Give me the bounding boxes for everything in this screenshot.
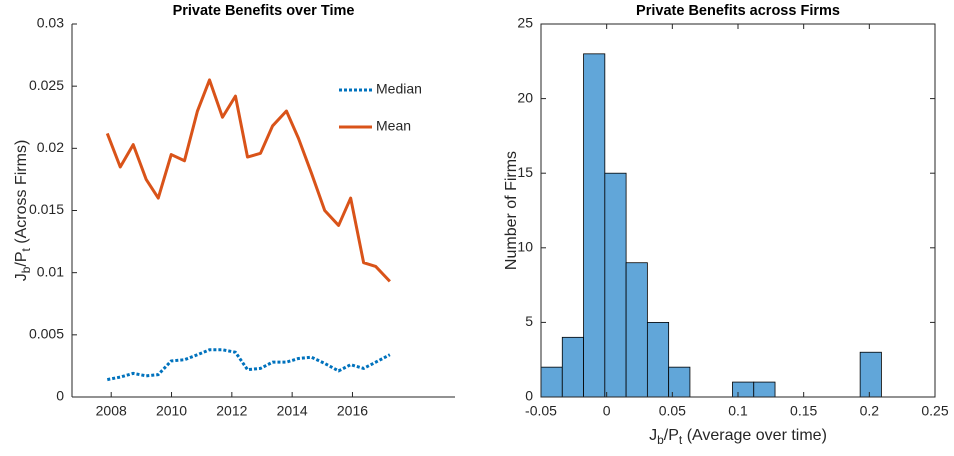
y-axis-label: Number of Firms xyxy=(503,151,520,270)
x-tick-label: 2016 xyxy=(337,403,368,419)
label-part: /P xyxy=(664,427,679,444)
y-tick-label: 0.005 xyxy=(29,326,64,342)
x-tick-label: -0.05 xyxy=(525,403,557,419)
histogram-bar xyxy=(583,53,606,398)
subscript: b xyxy=(19,266,33,273)
y-tick-label: 20 xyxy=(517,89,533,105)
histogram-bar xyxy=(732,381,755,398)
y-tick-label: 5 xyxy=(525,313,533,329)
x-tick-label: 0.15 xyxy=(790,403,817,419)
label-part: (Average over time) xyxy=(682,427,827,444)
x-tick-label: 0.25 xyxy=(921,403,948,419)
y-axis-label: Jb/Pt (Across Firms) xyxy=(13,140,33,282)
x-tick-label: 0 xyxy=(603,403,611,419)
histogram-bar xyxy=(859,351,882,398)
histogram-bar xyxy=(540,366,563,398)
y-tick-label: 0.03 xyxy=(37,15,64,31)
y-tick-label: 15 xyxy=(517,164,533,180)
label-part: J xyxy=(13,273,30,281)
histogram-bar xyxy=(753,381,776,398)
chart-title: Private Benefits across Firms xyxy=(636,3,840,19)
x-tick-label: 2010 xyxy=(156,403,187,419)
x-tick-label: 2014 xyxy=(277,403,308,419)
y-tick-label: 0.01 xyxy=(37,263,64,279)
legend-label: Median xyxy=(376,81,422,97)
subscript: t xyxy=(679,433,683,447)
x-tick-label: 2008 xyxy=(96,403,127,419)
y-tick-label: 0 xyxy=(56,388,64,404)
chart-title: Private Benefits over Time xyxy=(173,3,355,19)
subscript: t xyxy=(19,247,33,251)
x-tick-label: 0.1 xyxy=(728,403,748,419)
y-tick-label: 0 xyxy=(525,388,533,404)
label-part: J xyxy=(649,427,657,444)
x-axis-label: Jb/Pt (Average over time) xyxy=(649,427,827,447)
subscript: b xyxy=(657,433,664,447)
legend-label: Mean xyxy=(376,118,411,134)
x-tick-label: 0.2 xyxy=(860,403,880,419)
y-tick-label: 0.02 xyxy=(37,139,64,155)
y-tick-label: 0.015 xyxy=(29,201,64,217)
y-tick-label: 25 xyxy=(517,15,533,31)
histogram-bar xyxy=(561,336,584,398)
histogram-bar xyxy=(625,262,648,398)
x-tick-label: 0.05 xyxy=(659,403,686,419)
y-tick-label: 0.025 xyxy=(29,77,64,93)
y-tick-label: 10 xyxy=(517,239,533,255)
histogram-bar xyxy=(646,321,670,398)
label-part: (Across Firms) xyxy=(13,140,30,248)
line-series xyxy=(105,78,391,283)
label-part: /P xyxy=(13,251,30,266)
histogram-bar xyxy=(604,172,627,398)
x-tick-label: 2012 xyxy=(216,403,247,419)
line-series xyxy=(107,348,391,382)
